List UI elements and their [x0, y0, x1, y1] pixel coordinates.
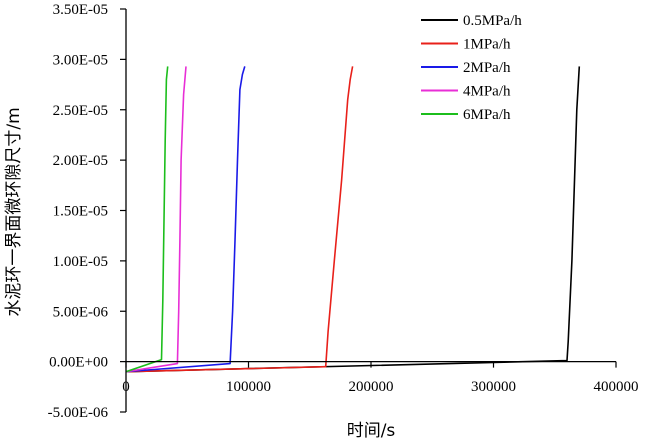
axes-layer: [125, 9, 616, 412]
y-tick-label: -5.00E-06: [48, 405, 109, 421]
x-tick-label: 400000: [594, 379, 639, 395]
legend-label: 1MPa/h: [463, 37, 511, 53]
series-line-3: [125, 66, 246, 373]
x-tick-label: 100000: [226, 379, 271, 395]
series-line-5: [125, 66, 169, 373]
legend-label: 4MPa/h: [463, 84, 511, 100]
series-line-1: [125, 66, 581, 373]
y-tick-label: 2.00E-05: [53, 153, 108, 169]
y-axis-title: 水泥环一界面微环隙尺寸/m: [4, 107, 24, 316]
y-tick-label: 2.50E-05: [53, 103, 108, 119]
series-line-2: [125, 66, 354, 373]
x-tick-label: 0: [122, 379, 130, 395]
y-tick-label: 3.50E-05: [53, 2, 108, 18]
x-tick-label: 200000: [349, 379, 394, 395]
y-tick-label: 0.00E+00: [49, 355, 108, 371]
y-tick-label: 5.00E-06: [53, 304, 109, 320]
legend: 0.5MPa/h 1MPa/h 2MPa/h 4MPa/h 6MPa/h: [421, 13, 522, 123]
y-tick-label: 3.00E-05: [53, 52, 108, 68]
series-layer: [125, 66, 581, 373]
legend-label: 6MPa/h: [463, 107, 511, 123]
y-tick-label: 1.00E-05: [53, 254, 108, 270]
legend-label: 0.5MPa/h: [463, 13, 522, 29]
x-axis-title: 时间/s: [347, 421, 396, 440]
ticks-layer: -5.00E-06 0.00E+00 5.00E-06 1.00E-05 1.50E-0…: [48, 2, 639, 421]
legend-label: 2MPa/h: [463, 60, 511, 76]
y-tick-label: 1.50E-05: [53, 204, 108, 220]
x-tick-label: 300000: [471, 379, 516, 395]
series-line-4: [125, 66, 187, 373]
